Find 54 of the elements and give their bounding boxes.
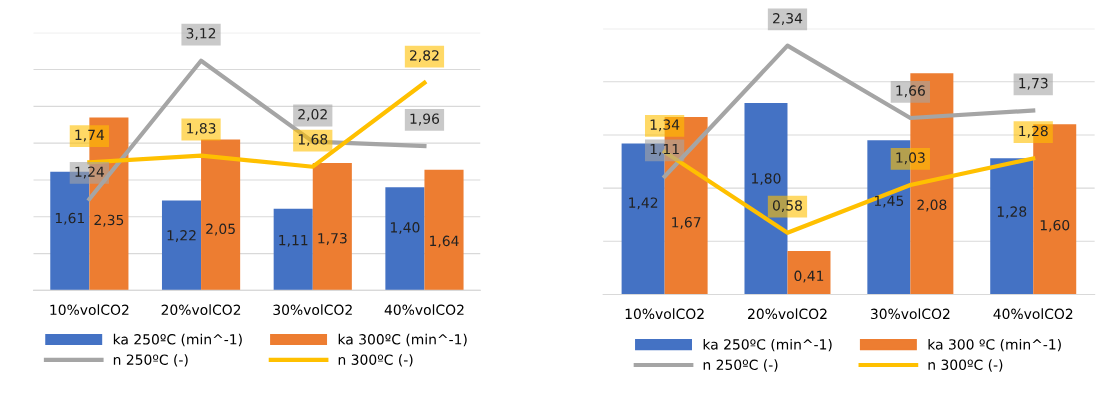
data-label: 1,80 <box>752 173 781 186</box>
x-tick-label: 10%volCO2 <box>50 304 129 316</box>
x-tick-label: 20%volCO2 <box>161 304 241 316</box>
data-label: 1,83 <box>187 123 216 135</box>
x-tick-label: 10%volCO2 <box>625 308 704 320</box>
data-label: 2,35 <box>94 214 124 227</box>
x-tick-label: 30%volCO2 <box>273 304 352 316</box>
legend-label: ka 250ºC (min^-1) <box>113 333 242 347</box>
data-label: 1,24 <box>75 166 105 179</box>
data-label: 1,64 <box>430 235 459 248</box>
data-label: 1,03 <box>896 152 925 165</box>
legend-label: ka 300 ºC (min^-1) <box>928 338 1061 352</box>
legend-label: n 250ºC (-) <box>703 359 778 372</box>
data-label: 1,42 <box>629 197 658 210</box>
data-label: 1,28 <box>1019 125 1048 138</box>
data-label: 1,45 <box>874 195 904 208</box>
x-tick-label: 40%volCO2 <box>993 308 1073 320</box>
data-label: 1,66 <box>896 85 925 98</box>
bar <box>385 187 425 291</box>
bar <box>787 250 831 295</box>
legend-label: n 300ºC (-) <box>338 354 413 367</box>
data-label: 0,41 <box>794 270 824 283</box>
data-label: 1,96 <box>410 113 440 126</box>
data-label: 1,11 <box>650 143 679 156</box>
data-label: 2,08 <box>917 199 947 212</box>
data-label: 0,58 <box>772 200 802 213</box>
data-label: 1,22 <box>167 230 196 242</box>
data-label: 1,60 <box>1040 219 1070 232</box>
data-label: 1,40 <box>390 222 420 234</box>
x-tick-label: 20%volCO2 <box>748 308 827 320</box>
bar <box>424 169 464 291</box>
data-label: 1,73 <box>1019 77 1048 90</box>
data-label: 2,34 <box>773 13 803 25</box>
data-label: 1,11 <box>279 235 308 247</box>
data-label: 2,82 <box>410 50 439 63</box>
data-label: 1,28 <box>997 206 1027 219</box>
x-tick-label: 30%volCO2 <box>870 308 950 320</box>
data-label: 2,05 <box>206 223 235 236</box>
data-label: 3,12 <box>186 28 216 40</box>
legend-label: ka 250ºC (min^-1) <box>703 338 832 352</box>
bar <box>161 200 202 291</box>
data-label: 2,02 <box>298 109 327 121</box>
data-label: 1,61 <box>55 212 84 225</box>
legend-label: n 300ºC (-) <box>928 359 1003 372</box>
data-label: 1,74 <box>75 129 105 142</box>
data-label: 1,73 <box>318 232 347 245</box>
bar <box>312 163 352 291</box>
bar <box>990 158 1034 295</box>
data-label: 1,67 <box>672 216 701 229</box>
legend-label: ka 300ºC (min^-1) <box>338 333 467 347</box>
x-tick-label: 40%volCO2 <box>384 304 464 316</box>
legend-label: n 250ºC (-) <box>113 354 188 367</box>
bar <box>273 208 313 291</box>
data-label: 1,34 <box>650 119 680 132</box>
